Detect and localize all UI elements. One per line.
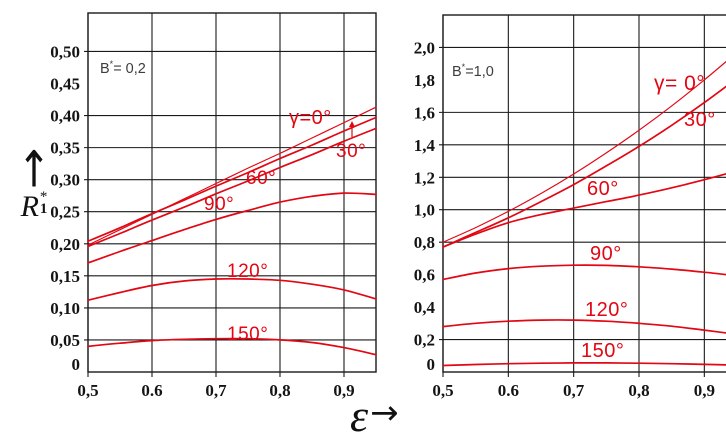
curve-gamma-60 — [87, 127, 377, 248]
curve-label: 60° — [587, 178, 619, 200]
curve-gamma-30 — [87, 116, 377, 243]
y-tick-label: 0,35 — [50, 139, 80, 158]
x-axis-arrow-icon: → — [370, 393, 399, 433]
y-tick-label: 2,0 — [414, 38, 435, 57]
x-tick-label: 0,5 — [432, 381, 453, 400]
y-tick-label: 0,05 — [50, 331, 80, 350]
curve-label: 60° — [246, 168, 276, 189]
curve-gamma-90 — [442, 264, 726, 281]
curve-gamma-150 — [87, 337, 377, 356]
curve-label: 30° — [336, 141, 366, 162]
y-tick-label: 0,45 — [50, 75, 80, 94]
x-tick-label: 0,9 — [333, 381, 354, 400]
x-tick-label: 0,7 — [205, 381, 227, 400]
y-tick-label: 0,25 — [50, 203, 80, 222]
curve-gamma-0 — [442, 60, 726, 243]
curve-gamma-30 — [442, 85, 726, 248]
y-tick-label: 0,30 — [50, 171, 80, 190]
y-axis-symbol-sup: * — [39, 189, 48, 205]
curve-label: 90° — [204, 194, 234, 215]
condition-annotation: B*= 0,2 — [100, 59, 146, 77]
x-tick-label: 0,7 — [563, 381, 585, 400]
y-tick-label: 0,50 — [50, 42, 80, 61]
y-tick-label: 0,2 — [414, 331, 435, 350]
x-tick-label: 0.6 — [141, 381, 162, 400]
y-tick-label: 0,20 — [50, 235, 80, 254]
chart-left: 0,500,450,400,350,300,250,200,150,100,05… — [50, 12, 377, 400]
y-tick-label: 1,8 — [414, 71, 435, 90]
curve-gamma-150 — [442, 362, 726, 367]
y-tick-label: 0,40 — [50, 107, 80, 126]
y-axis-title: ↑ R * 1 — [6, 145, 62, 223]
curve-label: 90° — [590, 243, 622, 265]
x-tick-label: 0.6 — [498, 381, 519, 400]
y-tick-label: 0,10 — [50, 299, 80, 318]
label-arrow-head-icon — [349, 121, 355, 127]
curve-gamma-90 — [87, 192, 377, 264]
curve-gamma-0 — [87, 106, 377, 246]
x-tick-label: 0,8 — [269, 381, 290, 400]
plot-frame — [87, 12, 377, 373]
chart-right: 2,0 1,8 1,6 1,4 1,2 1,0 0,8 0,6 0,4 0,2 0 0,5 0.6 0,7… — [414, 14, 726, 400]
curve-gamma-60 — [442, 172, 726, 248]
x-axis-title: ε→ — [350, 393, 399, 440]
y-tick-label: 0,4 — [414, 298, 436, 317]
y-tick-label: 0,8 — [414, 233, 435, 252]
y-tick-label: 1,4 — [414, 136, 436, 155]
y-axis-symbol-base: R — [20, 190, 39, 223]
y-tick-label: 1,0 — [414, 201, 435, 220]
y-axis-symbol-sub: 1 — [39, 201, 48, 217]
y-tick-label: 1,6 — [414, 103, 435, 122]
curve-gamma-120 — [442, 319, 726, 334]
x-tick-label: 0,5 — [77, 381, 98, 400]
curve-label: 150° — [581, 340, 624, 362]
curve-label: 120° — [585, 299, 628, 321]
y-tick-label: 0 — [72, 355, 81, 374]
curve-label: γ= 0° — [654, 72, 705, 95]
x-tick-label: 0,9 — [694, 381, 715, 400]
condition-annotation: B*=1,0 — [452, 62, 494, 80]
x-axis-symbol: ε — [350, 390, 369, 441]
curve-label: γ=0° — [289, 107, 332, 129]
curve-label: 30° — [684, 109, 716, 131]
curve-label: 120° — [227, 261, 268, 282]
curve-gamma-120 — [87, 277, 377, 302]
y-tick-label: 0 — [427, 355, 436, 374]
y-tick-label: 1,2 — [414, 168, 435, 187]
y-tick-label: 0,15 — [50, 267, 80, 286]
y-tick-label: 0,6 — [414, 266, 435, 285]
y-axis-symbol: R * 1 — [20, 189, 48, 223]
curve-label: 150° — [227, 324, 268, 345]
x-tick-label: 0,8 — [628, 381, 649, 400]
y-axis-arrow-icon: ↑ — [17, 141, 51, 199]
plot-frame — [442, 14, 726, 373]
